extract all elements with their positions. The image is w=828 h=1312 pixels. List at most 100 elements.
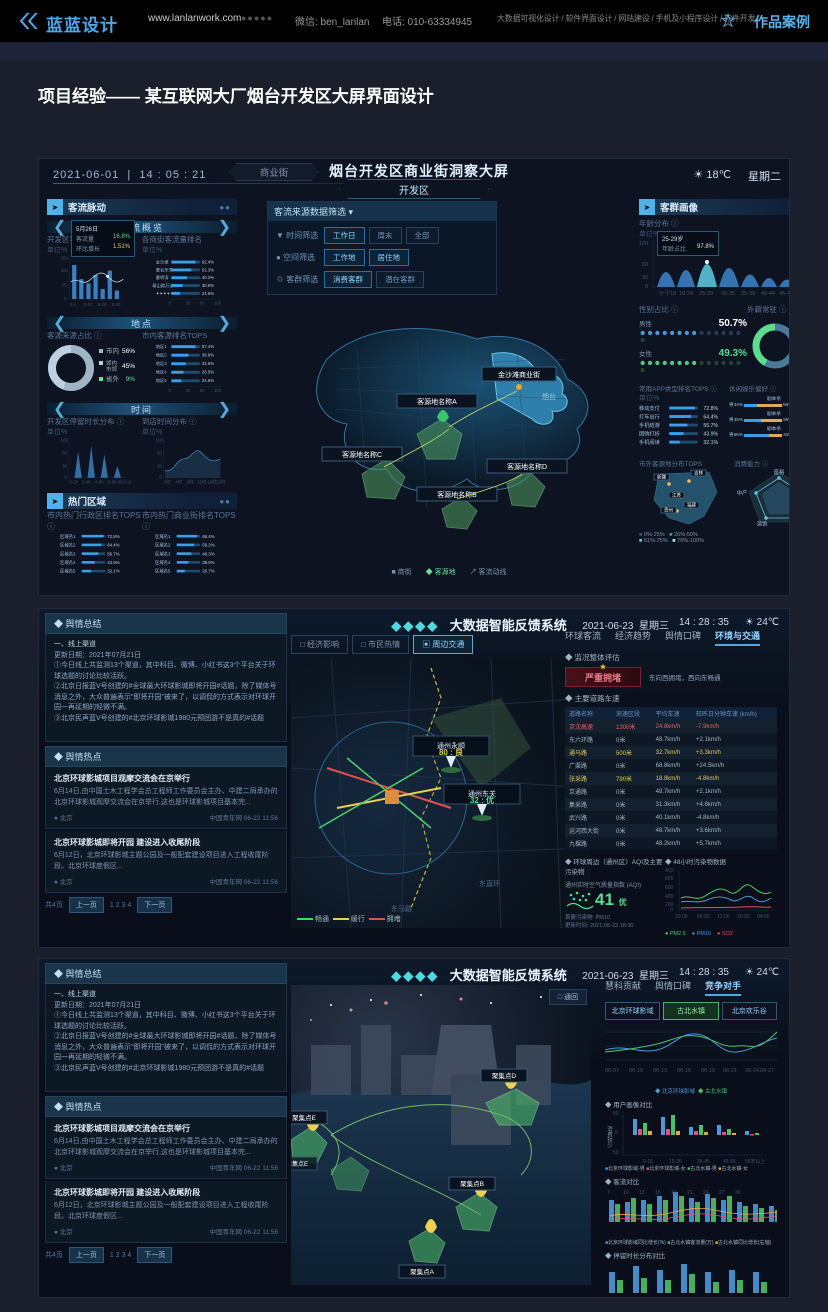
svg-text:20:00: 20:00 [675, 914, 688, 920]
svg-text:慕名乐天: 慕名乐天 [156, 266, 174, 273]
svg-text:区域名5: 区域名5 [60, 568, 76, 575]
svg-text:30: 30 [186, 301, 191, 306]
svg-text:9%: 9% [126, 376, 136, 383]
svg-text:烟台: 烟台 [542, 392, 556, 401]
svg-text:50: 50 [62, 282, 67, 287]
svg-text:聚集点B: 聚集点B [460, 1179, 484, 1188]
svg-text:4-6h: 4-6h [95, 480, 104, 485]
svg-text:0: 0 [169, 388, 172, 393]
svg-text:金沙滩商业街: 金沙滩商业街 [498, 370, 540, 379]
svg-text:60: 60 [200, 388, 205, 393]
svg-text:06-19: 06-19 [701, 1068, 715, 1074]
svg-text:150: 150 [61, 255, 69, 260]
svg-text:64.4%: 64.4% [703, 414, 718, 420]
svg-text:客源地名称C: 客源地名称C [342, 450, 382, 459]
svg-text:手机结游: 手机结游 [639, 421, 660, 429]
svg-text:24.6%: 24.6% [202, 378, 214, 383]
svg-text:27: 27 [719, 1190, 725, 1196]
svg-text:100: 100 [61, 437, 69, 442]
svg-text:聚集点A: 聚集点A [410, 1267, 435, 1276]
svg-text:60: 60 [200, 301, 205, 306]
svg-text:地区1: 地区1 [156, 343, 168, 349]
svg-text:39.8%: 39.8% [202, 353, 214, 358]
svg-text:06-13: 06-13 [653, 1068, 667, 1074]
svg-text:0: 0 [615, 1130, 618, 1136]
svg-text:夏明涛: 夏明涛 [156, 274, 170, 281]
svg-text:5-30: 5-30 [112, 302, 121, 307]
svg-text:30: 30 [642, 275, 648, 281]
svg-text:30: 30 [157, 464, 162, 469]
svg-text:56%: 56% [122, 348, 135, 355]
svg-text:06-10: 06-10 [629, 1068, 643, 1074]
svg-text:区域名4: 区域名4 [60, 559, 76, 566]
svg-text:13: 13 [639, 1190, 645, 1196]
svg-text:60: 60 [62, 450, 67, 455]
svg-text:16: 16 [655, 1190, 661, 1196]
svg-text:62.4%: 62.4% [202, 260, 214, 265]
svg-text:45-49: 45-49 [779, 291, 790, 297]
svg-text:区域名5: 区域名5 [155, 568, 171, 575]
svg-text:0: 0 [645, 284, 648, 290]
svg-text:手机阅读: 手机阅读 [639, 438, 660, 446]
svg-text:80 : 良: 80 : 良 [439, 747, 463, 757]
svg-text:客源地名称D: 客源地名称D [507, 462, 547, 471]
svg-text:35-39: 35-39 [741, 291, 755, 297]
svg-text:19: 19 [671, 1190, 677, 1196]
svg-text:30-35: 30-35 [721, 291, 735, 297]
svg-text:20:00: 20:00 [737, 914, 750, 920]
svg-text:30.0%: 30.0% [202, 283, 214, 288]
svg-text:5-1: 5-1 [70, 302, 77, 307]
svg-text:团购打折: 团购打折 [639, 429, 660, 437]
svg-text:30: 30 [186, 388, 191, 393]
svg-text:60: 60 [642, 262, 648, 268]
svg-text:26.7%: 26.7% [202, 569, 214, 574]
svg-text:06-24: 06-24 [745, 1068, 759, 1074]
svg-text:12时: 12时 [197, 479, 207, 485]
svg-text:金沙滩: 金沙滩 [156, 259, 170, 266]
svg-text:50: 50 [613, 1111, 619, 1117]
svg-text:0: 0 [670, 907, 673, 913]
svg-text:区域名1: 区域名1 [60, 533, 76, 540]
svg-text:聚集点E: 聚集点E [292, 1113, 317, 1122]
svg-text:57.4%: 57.4% [202, 344, 214, 349]
svg-text:区域名2: 区域名2 [155, 542, 171, 549]
svg-text:AQI: AQI [665, 868, 674, 874]
svg-text:04:00: 04:00 [757, 914, 770, 920]
svg-text:32 : 优: 32 : 优 [470, 795, 494, 805]
svg-text:区域名1: 区域名1 [155, 533, 171, 540]
svg-text:区域名4: 区域名4 [155, 559, 171, 566]
svg-text:东马路: 东马路 [391, 904, 412, 913]
svg-text:富裕: 富裕 [773, 468, 785, 476]
svg-text:64.4%: 64.4% [107, 543, 119, 548]
svg-text:59.2%: 59.2% [202, 543, 214, 548]
svg-text:0: 0 [169, 301, 172, 306]
svg-text:4时: 4时 [175, 479, 182, 485]
svg-text:8h以上: 8h以上 [118, 479, 132, 485]
svg-text:地区3: 地区3 [156, 360, 168, 366]
svg-text:56.7%: 56.7% [107, 551, 119, 556]
svg-text:市郊: 市郊 [106, 365, 118, 373]
svg-text:45%: 45% [122, 363, 135, 370]
svg-text:郊内: 郊内 [106, 359, 117, 367]
svg-text:40.2%: 40.2% [202, 275, 214, 280]
svg-text:33.6%: 33.6% [202, 361, 214, 366]
svg-text:72.8%: 72.8% [107, 534, 119, 539]
svg-text:100: 100 [214, 388, 222, 393]
svg-text:21: 21 [687, 1190, 693, 1196]
svg-text:5-10: 5-10 [83, 302, 92, 307]
svg-text:聚集点E: 聚集点E [291, 1160, 308, 1168]
svg-text:新疆: 新疆 [657, 474, 666, 481]
svg-text:43.9%: 43.9% [703, 431, 718, 437]
svg-text:600: 600 [665, 885, 674, 891]
svg-text:100: 100 [156, 437, 164, 442]
svg-text:10: 10 [623, 1190, 629, 1196]
svg-text:0: 0 [64, 296, 67, 301]
svg-text:66.4%: 66.4% [202, 534, 214, 539]
svg-text:25-29: 25-29 [699, 291, 713, 297]
svg-text:区域名2: 区域名2 [60, 542, 76, 549]
svg-text:移动支付: 移动支付 [639, 404, 660, 412]
svg-text:0时: 0时 [164, 479, 171, 485]
svg-text:贵州: 贵州 [664, 507, 673, 514]
svg-text:32.1%: 32.1% [107, 569, 119, 574]
svg-text:55岁以上: 55岁以上 [745, 1158, 766, 1165]
